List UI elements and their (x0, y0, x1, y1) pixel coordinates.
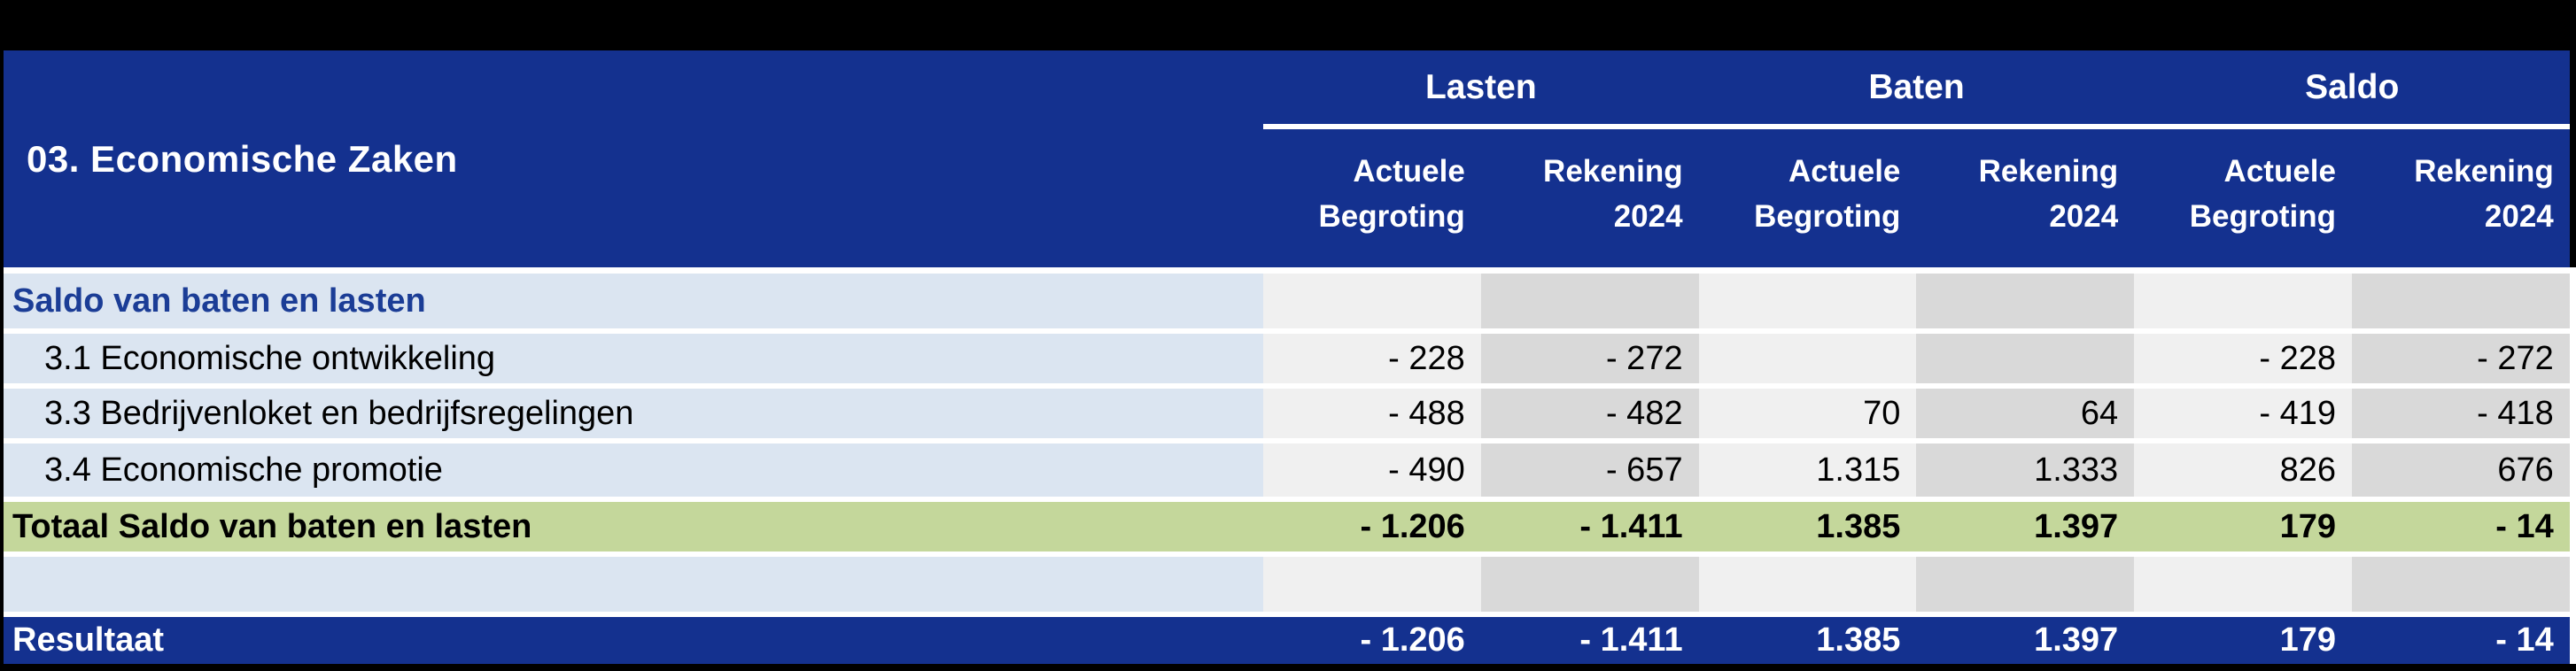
sub-header-line: 2024 (2049, 199, 2119, 234)
table-row-saldo-van-baten-en-lasten: Saldo van baten en lasten (4, 274, 2570, 328)
value-cell: - 482 (1480, 389, 1699, 438)
value-cell: - 488 (1263, 389, 1481, 438)
sub-header-line: Actuele (2223, 154, 2336, 189)
value-cell: - 1.206 (1263, 502, 1481, 551)
sub-header-saldo-actuele-begroting: Actuele Begroting (2134, 129, 2352, 267)
table-row-totaal-saldo-van-baten-en-lasten: Totaal Saldo van baten en lasten - 1.206-… (4, 502, 2570, 551)
value-cell: - 657 (1480, 443, 1699, 497)
value-cell: 1.397 (1916, 502, 2135, 551)
sub-header-line: Rekening (1978, 154, 2119, 189)
right-black-notch (2570, 50, 2576, 267)
value-cell: 179 (2134, 617, 2352, 664)
table-row-resultaat: Resultaat - 1.206- 1.411 1.385 1.397 179- 14 (4, 617, 2570, 664)
column-group-baten: Baten (1868, 67, 1965, 106)
value-cell: 1.385 (1698, 617, 1917, 664)
value-cell (1916, 557, 2135, 612)
row-label: 3.4 Economische promotie (4, 443, 1263, 497)
row-label: Resultaat (4, 617, 1263, 664)
sub-header-line: Begroting (1318, 199, 1465, 234)
value-cell: 1.315 (1698, 443, 1917, 497)
value-cell (1263, 557, 1481, 612)
value-cell (1916, 334, 2135, 383)
top-black-bar (0, 0, 2576, 50)
value-cell: - 14 (2351, 502, 2570, 551)
sub-header-row: Actuele Begroting Rekening 2024 Actuele … (1263, 129, 2570, 267)
column-group-lasten: Lasten (1424, 67, 1537, 106)
value-cell (1698, 557, 1917, 612)
value-cell (2351, 557, 2570, 612)
value-cell: - 418 (2351, 389, 2570, 438)
sub-header-lasten-actuele-begroting: Actuele Begroting (1263, 129, 1481, 267)
table-header: 03. Economische Zaken Lasten Baten Saldo… (4, 50, 2570, 267)
value-cell (2351, 274, 2570, 328)
column-group-saldo: Saldo (2305, 67, 2400, 106)
sub-header-lasten-rekening-2024: Rekening 2024 (1481, 129, 1699, 267)
value-cell: - 272 (2351, 334, 2570, 383)
table-body: Saldo van baten en lasten 3.1 Economische… (4, 267, 2570, 664)
table-row-3-1-economische-ontwikkeling: 3.1 Economische ontwikkeling - 228- 272- … (4, 334, 2570, 383)
value-cell: 1.385 (1698, 502, 1917, 551)
value-cell: - 419 (2134, 389, 2352, 438)
sub-header-line: Actuele (1788, 154, 1901, 189)
column-headers: Lasten Baten Saldo Actuele Begroting Rek… (1263, 50, 2570, 267)
row-label: 3.3 Bedrijvenloket en bedrijfsregelingen (4, 389, 1263, 438)
value-cell (1698, 274, 1917, 328)
value-cell (1916, 274, 2135, 328)
value-cell: - 14 (2351, 617, 2570, 664)
value-cell: - 1.206 (1263, 617, 1481, 664)
value-cell: - 1.411 (1480, 502, 1699, 551)
value-cell: - 1.411 (1480, 617, 1699, 664)
value-cell: - 228 (2134, 334, 2352, 383)
value-cell: - 228 (1263, 334, 1481, 383)
value-cell: 1.333 (1916, 443, 2135, 497)
sub-header-line: 2024 (1613, 199, 1683, 234)
sub-header-line: Rekening (2414, 154, 2554, 189)
sub-header-line: Begroting (1754, 199, 1901, 234)
table-row-3-3-bedrijvenloket-en-bedrijfsregelingen: 3.3 Bedrijvenloket en bedrijfsregelingen… (4, 389, 2570, 438)
budget-table: 03. Economische Zaken Lasten Baten Saldo… (0, 50, 2570, 664)
row-label: Totaal Saldo van baten en lasten (4, 502, 1263, 551)
value-cell (1263, 274, 1481, 328)
group-underline (1263, 124, 2570, 129)
value-cell: 64 (1916, 389, 2135, 438)
page-title: 03. Economische Zaken (27, 137, 458, 180)
value-cell: 826 (2134, 443, 2352, 497)
sub-header-baten-rekening-2024: Rekening 2024 (1916, 129, 2134, 267)
sub-header-line: 2024 (2484, 199, 2554, 234)
sub-header-line: Begroting (2189, 199, 2336, 234)
value-cell: 179 (2134, 502, 2352, 551)
row-label (4, 557, 1263, 612)
value-cell: - 272 (1480, 334, 1699, 383)
table-row-spacer (4, 557, 2570, 612)
table-row-3-4-economische-promotie: 3.4 Economische promotie - 490- 657 1.315 1… (4, 443, 2570, 497)
row-label: Saldo van baten en lasten (4, 274, 1263, 328)
sub-header-line: Actuele (1353, 154, 1465, 189)
value-cell (2134, 274, 2352, 328)
column-group-row: Lasten Baten Saldo (1263, 50, 2570, 124)
value-cell: - 490 (1263, 443, 1481, 497)
value-cell (1698, 334, 1917, 383)
value-cell: 70 (1698, 389, 1917, 438)
value-cell (1480, 274, 1699, 328)
sub-header-saldo-rekening-2024: Rekening 2024 (2352, 129, 2570, 267)
sub-header-line: Rekening (1543, 154, 1683, 189)
bottom-black-bar (0, 664, 2576, 671)
value-cell: 676 (2351, 443, 2570, 497)
value-cell (1480, 557, 1699, 612)
value-cell (2134, 557, 2352, 612)
value-cell: 1.397 (1916, 617, 2135, 664)
row-label: 3.1 Economische ontwikkeling (4, 334, 1263, 383)
sub-header-baten-actuele-begroting: Actuele Begroting (1699, 129, 1917, 267)
